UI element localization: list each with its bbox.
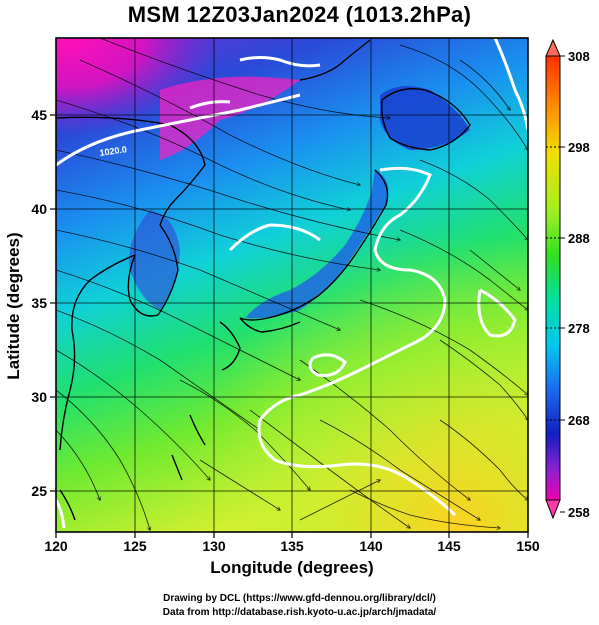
colorbar-max-arrow (545, 38, 561, 57)
pressure-contours (56, 38, 528, 529)
streamlines (56, 38, 528, 530)
credit-data: Data from http://database.rish.kyoto-u.a… (162, 607, 437, 618)
x-axis-label: Longitude (degrees) (210, 558, 374, 577)
x-tick-label: 125 (123, 538, 147, 554)
colorbar-label: 308 (568, 49, 590, 64)
colorbar: 308 298 288 278 268 258 (545, 38, 590, 520)
map-title: MSM 12Z03Jan2024 (1013.2hPa) (127, 2, 472, 27)
credit-drawing: Drawing by DCL (https://www.gfd-dennou.o… (163, 593, 436, 604)
x-tick-label: 145 (437, 538, 461, 554)
x-tick-label: 140 (359, 538, 383, 554)
colorbar-label: 298 (568, 140, 590, 155)
y-tick-label: 30 (31, 389, 47, 405)
x-tick-label: 120 (44, 538, 68, 554)
y-tick-label: 25 (31, 483, 47, 499)
y-axis-label: Latitude (degrees) (4, 232, 23, 380)
colorbar-min-arrow (545, 499, 561, 520)
contour-label: 1020.0 (99, 144, 128, 158)
y-tick-label: 35 (31, 295, 47, 311)
colorbar-label: 288 (568, 231, 590, 246)
colorbar-label: 258 (568, 505, 590, 520)
colorbar-label: 278 (568, 321, 590, 336)
x-tick-label: 130 (202, 538, 226, 554)
coastlines (56, 39, 471, 521)
y-tick-label: 40 (31, 201, 47, 217)
x-tick-label: 150 (516, 538, 540, 554)
graticule (56, 38, 528, 532)
x-tick-label: 135 (280, 538, 304, 554)
y-tick-labels: 25 30 35 40 45 (31, 107, 47, 499)
y-tick-label: 45 (31, 107, 47, 123)
x-tick-labels: 120 125 130 135 140 145 150 (44, 538, 540, 554)
colorbar-label: 268 (568, 413, 590, 428)
axis-ticks (50, 114, 529, 538)
